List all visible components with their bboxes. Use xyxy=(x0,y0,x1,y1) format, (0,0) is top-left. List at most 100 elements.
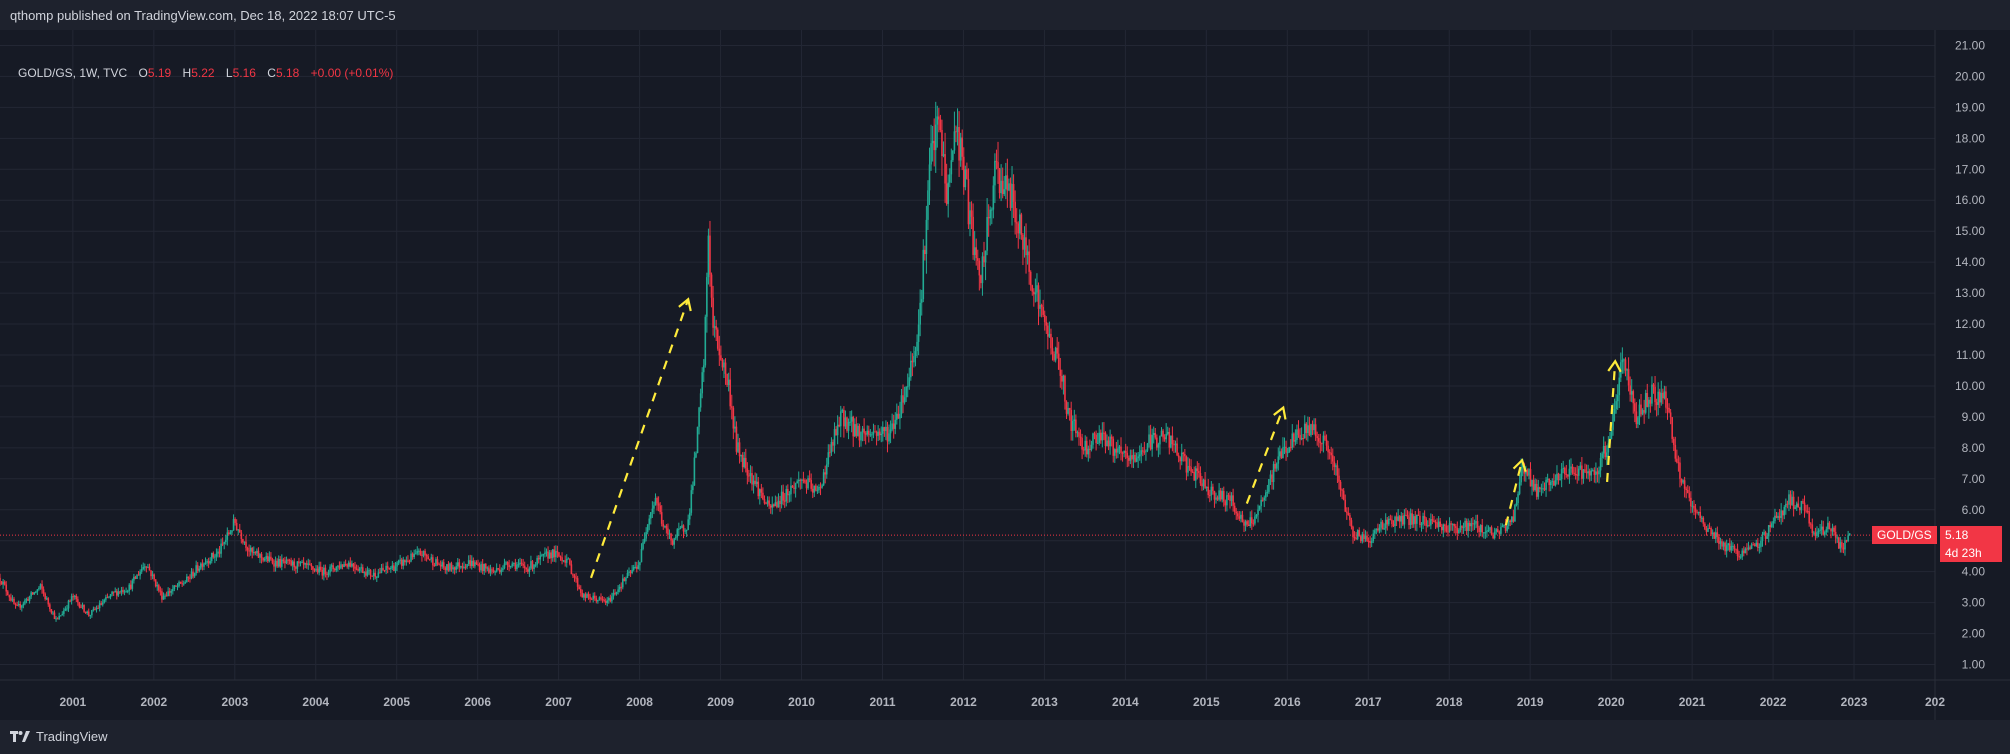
candle-body xyxy=(1559,479,1561,481)
candle-body xyxy=(1386,519,1389,525)
candle-body xyxy=(195,565,197,574)
candle-body xyxy=(1019,214,1021,234)
candle-body xyxy=(1718,536,1720,544)
candle-body xyxy=(1605,452,1608,458)
candle-body xyxy=(372,572,375,577)
candle-body xyxy=(137,574,140,576)
candle-body xyxy=(657,503,660,506)
candle-body xyxy=(621,578,624,588)
candle-body xyxy=(1026,251,1029,256)
trend-arrow-line[interactable] xyxy=(1606,361,1617,482)
candle-body xyxy=(1370,541,1373,543)
trend-arrow-line[interactable] xyxy=(589,298,690,579)
candle-body xyxy=(117,591,120,596)
candle-body xyxy=(30,592,32,597)
candle-body xyxy=(290,560,292,566)
candle-body xyxy=(259,554,261,558)
time-axis[interactable]: 2001 2002 2003 2004 2005 2006 2007 2008 2009 2010… xyxy=(60,695,1946,709)
candle-body xyxy=(682,525,685,532)
candle-body xyxy=(922,249,925,300)
candle-body xyxy=(569,558,571,565)
candle-body xyxy=(1814,532,1817,537)
candle-body xyxy=(788,494,791,496)
candle-body xyxy=(89,615,92,617)
candle-body xyxy=(22,603,25,606)
candle-body xyxy=(329,566,331,573)
symbol-legend[interactable]: GOLD/GS, 1W, TVC O5.19 H5.22 L5.16 C5.18… xyxy=(18,66,393,80)
candle-body xyxy=(822,472,825,486)
y-tick-label: 15.00 xyxy=(1955,224,1985,238)
candle-body xyxy=(349,562,352,567)
candle-body xyxy=(108,596,110,598)
candle-body xyxy=(391,565,394,569)
candle-body xyxy=(771,504,774,508)
candle-body xyxy=(1096,442,1099,444)
candle-body xyxy=(1501,525,1504,528)
candle-body xyxy=(1447,531,1449,533)
candle-body xyxy=(368,569,370,571)
candle-body xyxy=(1241,514,1244,522)
candle-body xyxy=(1272,464,1275,483)
candle-body xyxy=(1173,444,1175,446)
candle-body xyxy=(651,508,654,513)
trend-arrow-line[interactable] xyxy=(1245,407,1285,504)
candle-body xyxy=(6,591,9,596)
candle-body xyxy=(506,562,509,565)
price-axis[interactable]: 1.002.003.004.005.006.007.008.009.0010.0… xyxy=(1955,38,1985,671)
candle-body xyxy=(424,550,426,556)
candle-body xyxy=(855,424,858,436)
candle-body xyxy=(1163,437,1166,440)
candle-body xyxy=(1705,529,1708,532)
candle-body xyxy=(1065,401,1068,414)
candle-body xyxy=(503,563,506,569)
candle-body xyxy=(1623,359,1625,361)
candle-body xyxy=(168,591,171,593)
candle-body xyxy=(165,595,168,597)
candle-body xyxy=(212,552,215,558)
candle-body xyxy=(1402,515,1404,525)
candle-body xyxy=(944,154,946,184)
tradingview-logo[interactable]: TradingView xyxy=(10,729,108,744)
candle-body xyxy=(696,426,699,454)
candle-body xyxy=(749,473,752,476)
candle-body xyxy=(404,559,406,563)
candle-body xyxy=(1374,530,1376,534)
legend-symbol: GOLD/GS, 1W, TVC xyxy=(18,66,128,80)
candle-body xyxy=(743,457,746,468)
chart-area[interactable]: 1.002.003.004.005.006.007.008.009.0010.0… xyxy=(0,30,2010,720)
candle-body xyxy=(1194,468,1197,481)
candle-body xyxy=(1142,450,1144,452)
candle-body xyxy=(1525,470,1527,474)
candle-body xyxy=(1792,496,1795,509)
candle-body xyxy=(1820,526,1823,530)
candle-body xyxy=(531,561,534,569)
candle-body xyxy=(1243,521,1245,526)
candle-body xyxy=(635,566,638,569)
candle-body xyxy=(537,557,540,560)
candle-body xyxy=(578,586,580,590)
candle-body xyxy=(1238,516,1241,519)
candle-body xyxy=(941,129,943,157)
candle-body xyxy=(1261,499,1264,501)
candle-body xyxy=(1023,237,1026,250)
trend-arrow-line[interactable] xyxy=(1504,459,1524,526)
candle-body xyxy=(712,297,714,328)
candle-body xyxy=(787,489,789,496)
candle-body xyxy=(684,530,686,532)
candle-body xyxy=(997,162,999,169)
candle-body xyxy=(1728,543,1731,551)
candle-body xyxy=(1350,520,1353,527)
candle-body xyxy=(293,561,296,568)
candle-body xyxy=(1648,399,1650,407)
price-chart[interactable]: 1.002.003.004.005.006.007.008.009.0010.0… xyxy=(0,30,2010,720)
candle-body xyxy=(456,562,459,567)
candle-body xyxy=(508,564,510,568)
candle-body xyxy=(1405,514,1407,516)
candle-body xyxy=(358,568,361,571)
candle-body xyxy=(952,150,954,161)
candle-body xyxy=(1008,183,1010,191)
trend-annotations[interactable] xyxy=(589,297,1622,579)
candle-body xyxy=(84,611,87,614)
candle-body xyxy=(1132,454,1135,460)
x-tick-label: 2016 xyxy=(1274,695,1301,709)
